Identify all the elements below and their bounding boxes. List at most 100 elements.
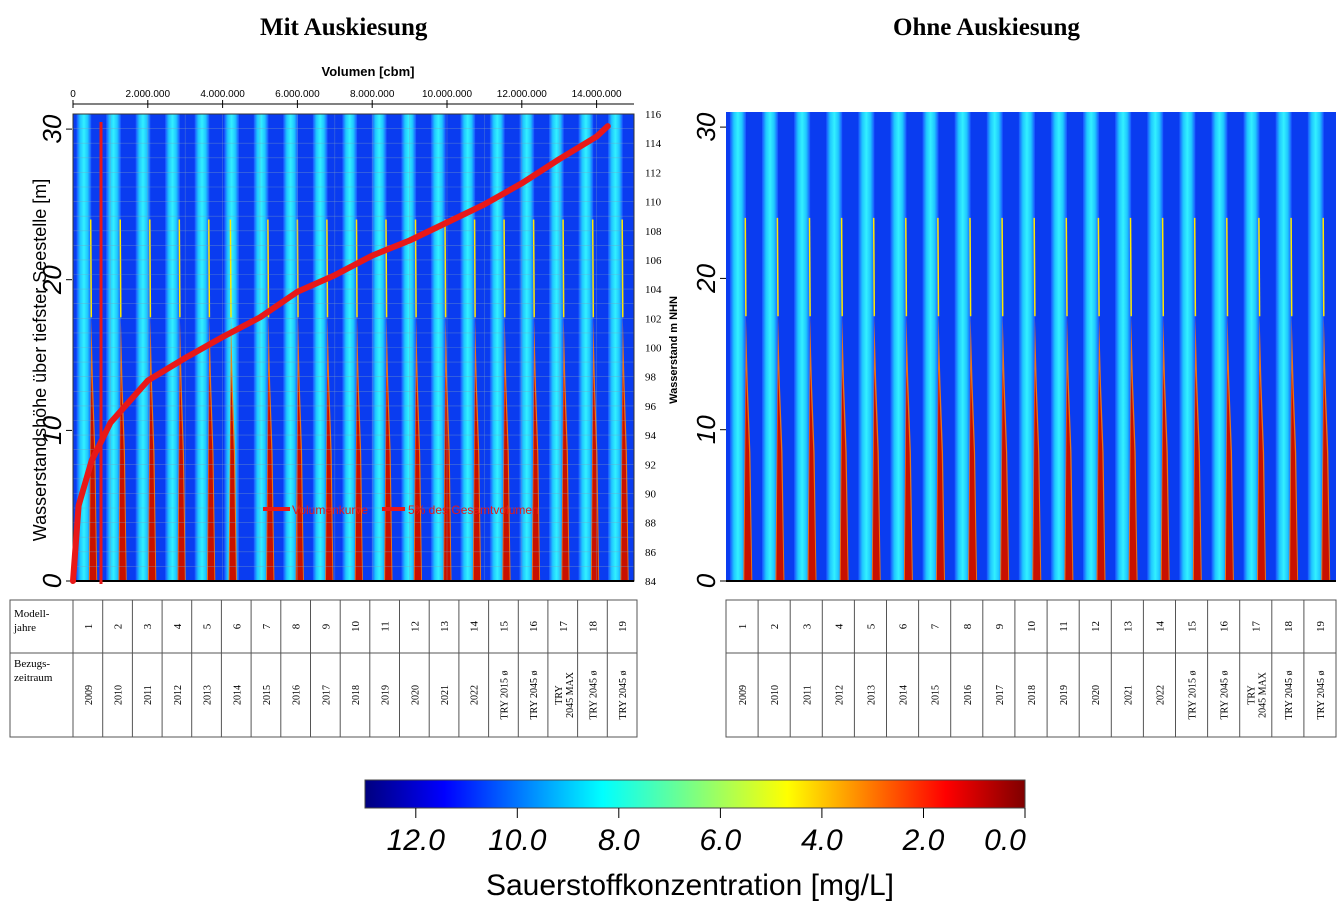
row-header-period: zeitraum (14, 672, 53, 684)
oxygen-anoxic-zone (1097, 369, 1105, 581)
oxygen-anoxic-zone (872, 369, 880, 581)
oxygen-anoxic-zone (1193, 369, 1201, 581)
oxygen-stripe (729, 112, 746, 581)
model-year-cell: 15 (498, 621, 510, 633)
period-cell: TRY 2015 ø (1188, 670, 1199, 719)
colorbar: 12.0 10.0 8.0 6.0 4.0 2.0 0.0 Sauerstoffkonzen… (364, 779, 1026, 902)
oxygen-transition-line (1097, 217, 1100, 317)
legend-volume-label: Volumenkurve (292, 503, 368, 517)
period-cell: 2021 (1123, 685, 1134, 705)
water-level-tick-label: 100 (645, 343, 662, 355)
oxygen-transition-line (808, 217, 811, 317)
model-year-cell: 6 (898, 623, 910, 629)
water-level-tick-label: 98 (645, 372, 657, 384)
oxygen-stripe (1179, 112, 1196, 581)
model-year-cell: 5 (202, 623, 214, 629)
model-year-cell: 1 (83, 624, 95, 630)
period-cell: TRY 2045 ø (618, 670, 629, 719)
colorbar-tick-label: 2.0 (902, 824, 945, 857)
left-period-table: Modell-jahre Bezugs-zeitraum 1 2009 2 2010 3 20… (9, 599, 638, 738)
period-cell: 2014 (232, 685, 243, 705)
colorbar-tick-label: 8.0 (598, 824, 640, 857)
model-year-cell: 7 (261, 623, 273, 629)
oxygen-transition-line (149, 219, 152, 318)
oxygen-transition-line (621, 219, 624, 318)
oxygen-anoxic-zone (178, 370, 185, 581)
colorbar-tick-label: 10.0 (488, 824, 547, 857)
oxygen-transition-line (326, 219, 329, 318)
right-period-table: 1 2009 2 2010 3 2011 4 2012 5 2013 6 2014 7 2015 8 2016… (725, 599, 1337, 738)
water-level-tick-label: 86 (645, 547, 657, 559)
period-cell: 2045 MAX (1258, 671, 1269, 718)
period-cell: 2016 (292, 685, 303, 705)
model-year-cell: 19 (617, 621, 629, 633)
oxygen-stripe (986, 112, 1003, 581)
model-year-cell: 14 (469, 621, 481, 633)
model-year-cell: 1 (737, 624, 749, 630)
model-year-cell: 10 (1026, 621, 1038, 633)
model-year-cell: 4 (833, 623, 845, 629)
water-level-tick-label: 106 (645, 255, 662, 267)
volume-axis-label: Volumen [cbm] (322, 64, 415, 79)
table-frame (725, 599, 1337, 738)
oxygen-transition-line (744, 217, 747, 317)
period-cell: 2013 (203, 685, 214, 705)
oxygen-transition-line (119, 219, 122, 318)
oxygen-stripe (954, 112, 971, 581)
oxygen-anoxic-zone (444, 370, 451, 581)
model-year-cell: 18 (1283, 621, 1295, 633)
model-year-cell: 18 (588, 621, 600, 633)
oxygen-anoxic-zone (148, 370, 156, 581)
period-cell: TRY (1247, 685, 1258, 704)
volume-tick-label: 4.000.000 (200, 89, 245, 100)
table-frame (9, 599, 638, 738)
oxygen-transition-line (1129, 217, 1132, 317)
oxygen-anoxic-zone (969, 369, 977, 581)
oxygen-transition-line (229, 219, 232, 318)
colorbar-tick-label: 4.0 (801, 824, 843, 857)
period-cell: TRY 2045 ø (1316, 670, 1327, 719)
y-tick-label: 20 (691, 263, 721, 293)
period-cell: 2010 (770, 685, 781, 705)
water-level-tick-label: 88 (645, 518, 657, 530)
oxygen-anoxic-zone (621, 370, 628, 581)
oxygen-transition-line (1322, 217, 1325, 317)
oxygen-anoxic-zone (904, 369, 912, 581)
model-year-cell: 7 (930, 623, 942, 629)
volume-tick-label: 12.000.000 (497, 89, 547, 100)
model-year-cell: 17 (558, 621, 570, 633)
oxygen-anoxic-zone (229, 370, 236, 581)
oxygen-anoxic-zone (562, 370, 569, 581)
model-year-cell: 11 (380, 621, 392, 632)
period-cell: 2013 (867, 685, 878, 705)
y-tick-label: 0 (691, 573, 721, 588)
oxygen-transition-line (1290, 217, 1293, 317)
oxygen-stripe (762, 112, 779, 581)
model-year-cell: 8 (962, 623, 974, 629)
period-cell: 2014 (899, 685, 910, 705)
period-cell: TRY 2045 ø (589, 670, 600, 719)
model-year-cell: 13 (1122, 621, 1134, 633)
colorbar-gradient (364, 779, 1026, 809)
colorbar-tick-label: 6.0 (700, 824, 742, 857)
left-heatmap (72, 113, 635, 582)
oxygen-anoxic-zone (267, 370, 274, 581)
oxygen-anoxic-zone (1225, 369, 1233, 581)
oxygen-transition-line (969, 217, 972, 317)
model-year-cell: 16 (1219, 621, 1231, 633)
volume-tick-label: 8.000.000 (350, 89, 395, 100)
model-year-cell: 4 (172, 623, 184, 629)
oxygen-transition-line (89, 219, 93, 318)
model-year-cell: 8 (291, 623, 303, 629)
model-year-cell: 13 (439, 621, 451, 633)
y-tick-label: 30 (37, 114, 67, 143)
period-cell: 2020 (410, 685, 421, 705)
oxygen-transition-line (872, 217, 876, 317)
oxygen-anoxic-zone (808, 369, 816, 581)
water-level-tick-label: 104 (645, 284, 662, 296)
colorbar-tick-label: 12.0 (387, 824, 446, 857)
oxygen-transition-line (385, 219, 388, 318)
y-tick-label: 0 (37, 573, 67, 588)
y-tick-label: 30 (691, 112, 721, 141)
water-level-tick-label: 108 (645, 226, 662, 238)
